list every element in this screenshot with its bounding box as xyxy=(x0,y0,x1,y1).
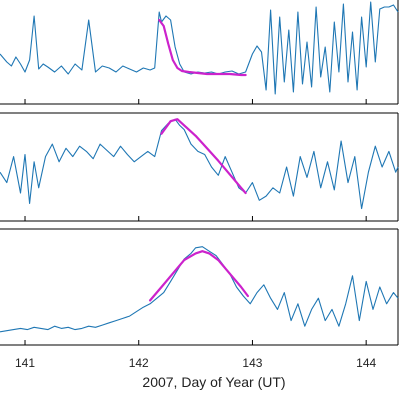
panel-0-fit-line xyxy=(158,18,247,77)
x-tick-label-142: 142 xyxy=(129,356,149,370)
x-tick-label-143: 143 xyxy=(242,356,262,370)
x-axis-label: 2007, Day of Year (UT) xyxy=(142,374,285,390)
panel-bottom xyxy=(0,228,399,346)
panel-1-fit-line xyxy=(160,118,247,195)
panel-1-series-0-line xyxy=(0,118,399,210)
panel-2-series-0-line xyxy=(0,246,399,333)
x-axis: 141 142 143 144 xyxy=(15,356,376,370)
x-tick-label-144: 144 xyxy=(356,356,376,370)
panel-top xyxy=(0,0,399,105)
panel-middle xyxy=(0,112,399,222)
x-tick-label-141: 141 xyxy=(15,356,35,370)
panel-2-fit-line xyxy=(149,250,249,302)
panel-0-series-0-line xyxy=(0,1,399,95)
